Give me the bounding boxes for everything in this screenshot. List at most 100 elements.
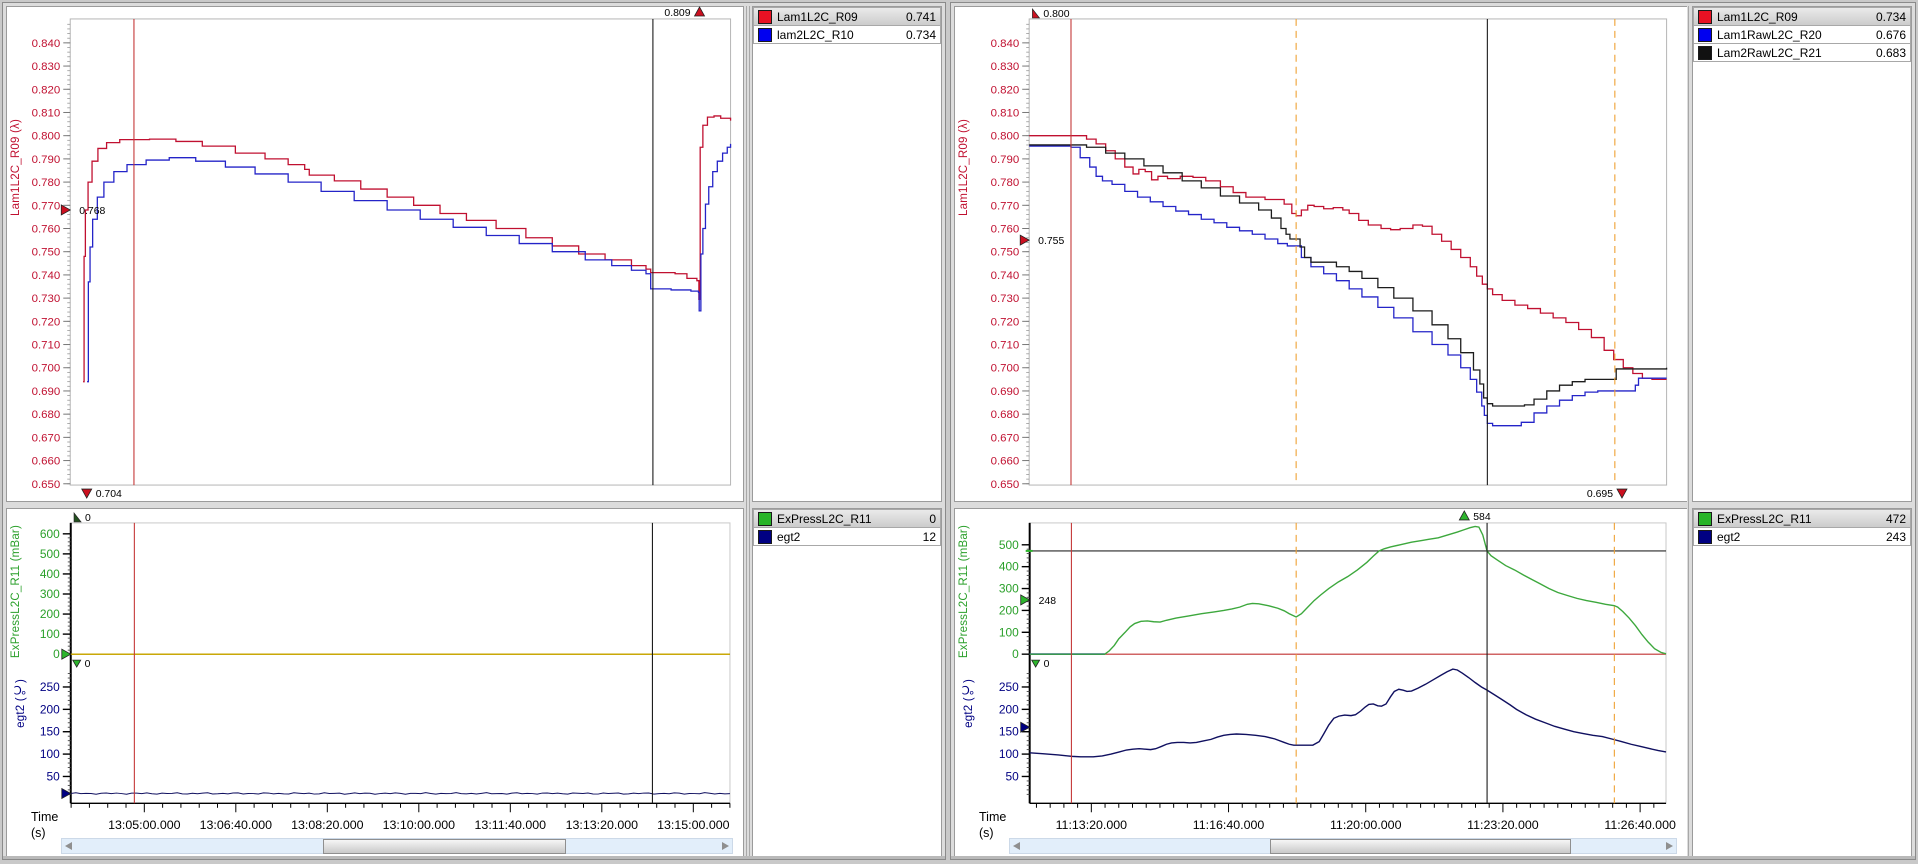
- scroll-right-icon[interactable]: [717, 839, 732, 853]
- svg-text:13:05:00.000: 13:05:00.000: [108, 818, 181, 832]
- svg-text:100: 100: [40, 627, 60, 641]
- svg-text:100: 100: [999, 747, 1019, 761]
- svg-text:584: 584: [1473, 512, 1491, 523]
- signal-value: 12: [922, 529, 936, 544]
- svg-text:200: 200: [999, 702, 1019, 716]
- legend-row[interactable]: Lam2RawL2C_R21 0.683: [1693, 43, 1911, 62]
- svg-text:0.770: 0.770: [32, 200, 61, 212]
- signal-value: 0.741: [905, 9, 936, 24]
- signal-name: Lam1L2C_R09: [777, 9, 858, 24]
- svg-text:0.670: 0.670: [991, 432, 1020, 444]
- svg-text:300: 300: [40, 587, 60, 601]
- svg-text:13:10:00.000: 13:10:00.000: [383, 818, 456, 832]
- svg-text:250: 250: [999, 680, 1019, 694]
- pressure-temp-chart-canvas-left[interactable]: 0 100 200 300 400 500 600 50 100 150 200 250 13:05:0…: [7, 509, 743, 857]
- svg-text:150: 150: [40, 725, 60, 739]
- svg-text:0.810: 0.810: [991, 107, 1020, 119]
- svg-text:0.650: 0.650: [32, 479, 61, 491]
- time-axis-title: Time (s): [979, 810, 1007, 840]
- svg-text:200: 200: [40, 702, 60, 716]
- lambda-chart-panel-right: 0.840 0.830 0.820 0.810 0.800 0.790 0.780 0.770…: [954, 6, 1688, 502]
- panel-splitter[interactable]: [745, 6, 751, 858]
- svg-text:13:15:00.000: 13:15:00.000: [657, 818, 730, 832]
- svg-text:13:06:40.000: 13:06:40.000: [200, 818, 273, 832]
- time-scrollbar[interactable]: [61, 838, 733, 854]
- panel-splitter[interactable]: [1687, 6, 1691, 858]
- scroll-left-icon[interactable]: [1010, 839, 1025, 853]
- svg-text:13:11:40.000: 13:11:40.000: [475, 818, 547, 832]
- svg-text:0.830: 0.830: [991, 61, 1020, 73]
- svg-text:50: 50: [47, 769, 61, 783]
- series-color-swatch: [758, 529, 772, 544]
- svg-text:0.660: 0.660: [991, 456, 1020, 468]
- svg-text:0.768: 0.768: [79, 206, 105, 217]
- svg-text:0.810: 0.810: [32, 107, 61, 119]
- svg-text:600: 600: [40, 527, 60, 541]
- legend-row[interactable]: Lam1RawL2C_R20 0.676: [1693, 25, 1911, 44]
- svg-text:0.820: 0.820: [32, 84, 61, 96]
- svg-text:0.680: 0.680: [32, 409, 61, 421]
- time-scrollbar[interactable]: [1009, 838, 1677, 854]
- svg-text:300: 300: [999, 582, 1019, 596]
- window-bottom-edge: [3, 856, 945, 859]
- legend-row[interactable]: lam2L2C_R10 0.734: [753, 25, 941, 44]
- y-axis-title: ExPressL2C_R11 (mBar): [958, 525, 970, 659]
- svg-text:0.755: 0.755: [1038, 236, 1064, 247]
- svg-text:500: 500: [40, 547, 60, 561]
- scroll-right-icon[interactable]: [1661, 839, 1676, 853]
- svg-text:0.730: 0.730: [32, 293, 61, 305]
- svg-text:0.740: 0.740: [991, 270, 1020, 282]
- series-color-swatch: [758, 511, 772, 526]
- lambda-chart-canvas-left[interactable]: 0.840 0.830 0.820 0.810 0.800 0.790 0.780 0.770…: [7, 6, 743, 501]
- legend-row[interactable]: ExPressL2C_R11 472: [1693, 509, 1911, 528]
- svg-text:0.750: 0.750: [32, 247, 61, 259]
- pressure-temp-chart-canvas-right[interactable]: 0 100 200 300 400 500 50 100 150 200 250 11:13:20.0…: [955, 509, 1687, 857]
- svg-text:0.800: 0.800: [32, 131, 61, 143]
- legend-panel-pressure-right: ExPressL2C_R11 472 egt2 243: [1692, 508, 1912, 858]
- svg-text:0.710: 0.710: [991, 340, 1020, 352]
- signal-name: ExPressL2C_R11: [1717, 511, 1812, 526]
- legend-row[interactable]: Lam1L2C_R09 0.734: [1693, 7, 1911, 26]
- svg-text:11:26:40.000: 11:26:40.000: [1604, 818, 1676, 832]
- time-axis-title: Time (s): [31, 810, 59, 840]
- svg-text:50: 50: [1005, 769, 1019, 783]
- svg-text:0.695: 0.695: [1587, 489, 1613, 500]
- signal-value: 0: [929, 511, 936, 526]
- y-axis2-title: egt2 (℃): [963, 679, 975, 728]
- svg-text:248: 248: [1039, 596, 1057, 607]
- signal-name: egt2: [1717, 529, 1741, 544]
- scroll-thumb[interactable]: [323, 839, 567, 854]
- legend-row[interactable]: ExPressL2C_R11 0: [753, 509, 941, 528]
- svg-text:0.770: 0.770: [991, 200, 1020, 212]
- lambda-chart-canvas-right[interactable]: 0.840 0.830 0.820 0.810 0.800 0.790 0.780 0.770…: [955, 7, 1687, 501]
- svg-text:0.820: 0.820: [991, 84, 1020, 96]
- svg-text:0.760: 0.760: [991, 223, 1020, 235]
- scroll-left-icon[interactable]: [62, 839, 77, 853]
- y-axis2-title: egt2 (℃): [15, 679, 27, 728]
- svg-text:200: 200: [40, 607, 60, 621]
- svg-text:0.780: 0.780: [991, 177, 1020, 189]
- svg-text:400: 400: [999, 560, 1019, 574]
- svg-text:0.740: 0.740: [32, 270, 61, 282]
- svg-text:0.680: 0.680: [991, 409, 1020, 421]
- signal-value: 0.676: [1875, 27, 1906, 42]
- svg-text:0.730: 0.730: [991, 293, 1020, 305]
- svg-text:0.690: 0.690: [991, 386, 1020, 398]
- svg-text:11:13:20.000: 11:13:20.000: [1056, 818, 1128, 832]
- signal-value: 0.734: [905, 27, 936, 42]
- svg-text:250: 250: [40, 680, 60, 694]
- svg-text:11:23:20.000: 11:23:20.000: [1467, 818, 1539, 832]
- signal-name: Lam2RawL2C_R21: [1717, 45, 1822, 60]
- svg-text:0: 0: [85, 513, 91, 524]
- signal-name: egt2: [777, 529, 801, 544]
- legend-row[interactable]: egt2 243: [1693, 527, 1911, 546]
- svg-text:0.704: 0.704: [96, 489, 122, 500]
- y-axis-title: ExPressL2C_R11 (mBar): [10, 525, 22, 659]
- legend-row[interactable]: egt2 12: [753, 527, 941, 546]
- pressure-temp-chart-panel-right: 0 100 200 300 400 500 50 100 150 200 250 11:13:20.0…: [954, 508, 1688, 858]
- scroll-thumb[interactable]: [1269, 839, 1572, 854]
- svg-text:0.700: 0.700: [991, 363, 1020, 375]
- legend-row[interactable]: Lam1L2C_R09 0.741: [753, 7, 941, 26]
- svg-text:0.809: 0.809: [664, 8, 690, 19]
